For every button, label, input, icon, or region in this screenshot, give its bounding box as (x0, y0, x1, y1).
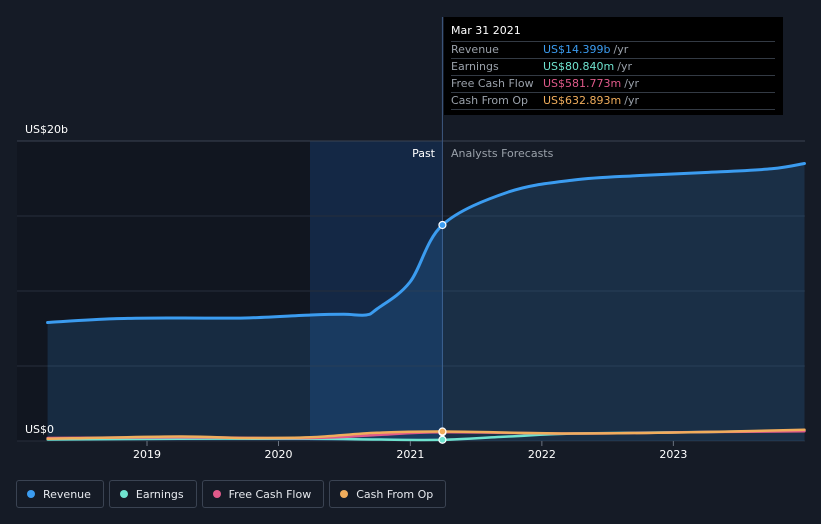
revenue-line (46, 162, 806, 324)
tooltip-label: Earnings (451, 60, 499, 73)
tooltip-unit: /yr (624, 77, 639, 90)
tooltip-label: Free Cash Flow (451, 77, 534, 90)
tooltip-unit: /yr (617, 60, 632, 73)
tooltip-value: US$581.773m (543, 77, 622, 90)
tooltip-label: Cash From Op (451, 94, 529, 107)
legend-label: Earnings (135, 487, 184, 501)
x-axis-ticks: 2019 2020 2021 2022 2023 (133, 441, 687, 461)
tooltip-value: US$632.893m (543, 94, 622, 107)
legend-label: Free Cash Flow (228, 487, 312, 501)
x-tick-label: 2023 (659, 448, 687, 461)
legend-item-cash-from-op[interactable]: Cash From Op (329, 480, 447, 508)
x-tick-label: 2022 (528, 448, 556, 461)
legend-dot-icon (340, 490, 349, 498)
revenue-area (47, 163, 805, 441)
tooltip-row-earnings: Earnings US$80.840m /yr (451, 58, 775, 75)
cash-from-op-line (46, 428, 806, 441)
data-tooltip: Mar 31 2021 Revenue US$14.399b /yr Earni… (444, 17, 783, 115)
chart-areas (47, 163, 805, 441)
tooltip-label: Revenue (451, 43, 499, 56)
tooltip-row-cash-from-op: Cash From Op US$632.893m /yr (451, 92, 775, 110)
tooltip-row-revenue: Revenue US$14.399b /yr (451, 41, 775, 58)
chart-legend: Revenue Earnings Free Cash Flow Cash Fro… (16, 480, 451, 508)
x-tick-label: 2020 (265, 448, 293, 461)
earnings-marker (438, 435, 447, 444)
legend-item-earnings[interactable]: Earnings (108, 480, 197, 508)
legend-item-free-cash-flow[interactable]: Free Cash Flow (201, 480, 325, 508)
tooltip-unit: /yr (613, 43, 629, 56)
tooltip-value: US$14.399b (543, 43, 611, 56)
tooltip-row-free-cash-flow: Free Cash Flow US$581.773m /yr (451, 75, 775, 92)
legend-dot-icon (119, 490, 128, 498)
legend-label: Revenue (43, 487, 91, 501)
legend-label: Cash From Op (356, 487, 434, 501)
legend-item-revenue[interactable]: Revenue (16, 480, 104, 508)
tooltip-value: US$80.840m (543, 60, 615, 73)
cash-from-op-marker (438, 427, 447, 436)
revenue-marker (438, 220, 447, 230)
tooltip-date: Mar 31 2021 (451, 24, 521, 37)
x-tick-label: 2019 (133, 448, 161, 461)
forecast-label: Analysts Forecasts (451, 147, 554, 160)
tooltip-unit: /yr (624, 94, 639, 107)
y-axis-bottom-label: US$0 (25, 423, 54, 436)
legend-dot-icon (212, 490, 221, 498)
chart-markers (438, 220, 447, 444)
legend-dot-icon (27, 490, 35, 498)
past-label: Past (412, 147, 436, 160)
x-tick-label: 2021 (396, 448, 424, 461)
y-axis-top-label: US$20b (25, 123, 68, 136)
